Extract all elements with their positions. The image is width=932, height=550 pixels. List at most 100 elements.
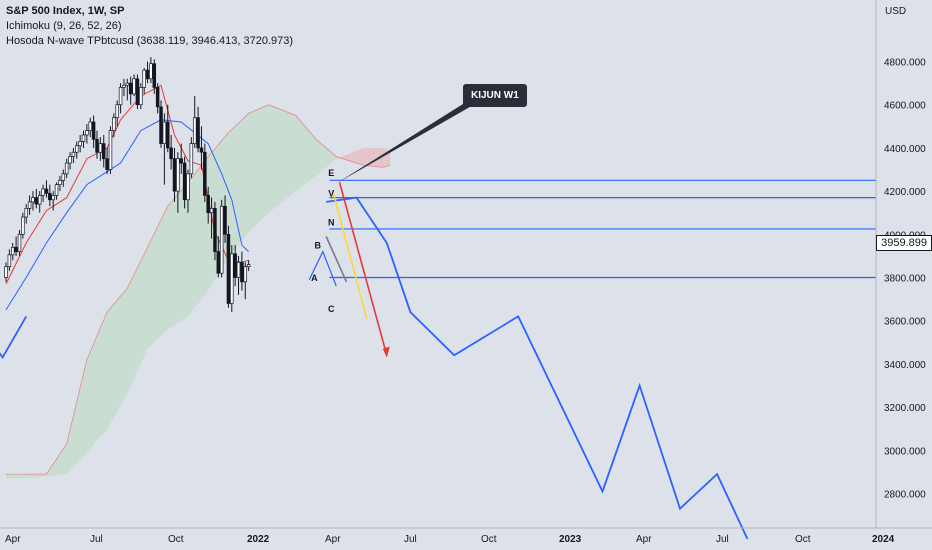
x-tick-label: Jul	[716, 534, 729, 545]
candle-body	[233, 253, 237, 278]
candle	[213, 201, 217, 261]
candle-body	[85, 130, 89, 136]
x-tick-label: Apr	[636, 534, 652, 545]
horizontal-levels[interactable]	[329, 179, 876, 279]
n-wave-lines[interactable]: E V N B A C	[0, 168, 749, 540]
candle-body	[31, 197, 35, 203]
candle-body	[172, 158, 177, 192]
candle-body	[152, 63, 157, 88]
candle-body	[213, 208, 217, 252]
candle-body	[71, 151, 76, 157]
wave-point-label: B	[314, 240, 321, 250]
candle-body	[41, 188, 45, 196]
n-wave-ecv-line	[0, 315, 27, 360]
candle-body	[243, 266, 248, 283]
candle-body	[10, 246, 15, 256]
candle-body	[75, 145, 79, 153]
candle	[192, 96, 197, 148]
candle-body	[44, 188, 49, 194]
candle	[54, 182, 59, 200]
candle-body	[209, 208, 214, 214]
candle	[78, 134, 82, 153]
candle	[166, 104, 170, 153]
candle-body	[37, 195, 42, 205]
candle-body	[81, 134, 86, 142]
x-tick-label: 2023	[559, 534, 582, 545]
candle	[112, 113, 116, 138]
candle	[169, 134, 173, 170]
x-tick-label: Apr	[5, 534, 21, 545]
candle-body	[48, 192, 52, 201]
candle	[243, 262, 248, 300]
candle	[246, 260, 251, 272]
candle	[34, 188, 39, 209]
candle	[128, 76, 133, 105]
candle	[226, 225, 231, 308]
candle	[31, 191, 35, 211]
candle-body	[155, 87, 160, 108]
candle	[196, 106, 200, 153]
candle-body	[135, 78, 140, 106]
candle	[75, 141, 79, 159]
candle-body	[186, 173, 190, 201]
candle-body	[108, 130, 113, 170]
wave-point-label: V	[328, 189, 334, 199]
candle	[159, 100, 163, 148]
candle-body	[24, 208, 28, 218]
y-tick-label: 3800.000	[884, 274, 926, 285]
kijun-line	[5, 119, 249, 311]
candle-body	[162, 121, 167, 144]
candlesticks	[4, 57, 251, 313]
y-tick-label: 4600.000	[884, 101, 926, 112]
ichimoku-cloud	[6, 104, 391, 479]
candle-body	[149, 63, 153, 80]
candle	[152, 59, 157, 94]
red-arrow-head	[382, 346, 390, 358]
candle	[162, 113, 167, 185]
candle	[172, 147, 177, 202]
candle-body	[166, 121, 170, 149]
ichimoku-legend: Ichimoku (9, 26, 52, 26)	[6, 20, 122, 32]
candle	[125, 78, 130, 101]
candle-body	[226, 233, 231, 304]
candle-body	[112, 117, 116, 131]
candle-body	[78, 141, 82, 147]
x-tick-label: 2024	[872, 534, 895, 545]
callout-pointer	[336, 104, 475, 184]
candle	[209, 197, 214, 239]
candle-body	[145, 69, 150, 80]
candle-body	[98, 143, 103, 153]
candle-body	[159, 106, 163, 144]
candle-body	[132, 78, 136, 95]
candle-body	[139, 87, 143, 106]
candle	[58, 176, 62, 192]
candle	[223, 195, 227, 243]
wave-point-label: N	[328, 218, 335, 228]
candle	[4, 262, 8, 282]
nwave-legend: Hosoda N-wave TPbtcusd (3638.119, 3946.4…	[6, 35, 294, 47]
candle-body	[51, 195, 55, 201]
kijun-callout[interactable]: KIJUN W1	[463, 84, 527, 107]
candle	[81, 130, 86, 148]
candle	[7, 249, 12, 272]
y-tick-label: 3000.000	[884, 446, 926, 457]
candle	[91, 115, 96, 148]
candle-body	[14, 246, 18, 252]
candle-body	[192, 117, 197, 144]
candle-body	[169, 147, 173, 160]
candle	[233, 245, 237, 287]
candle	[108, 126, 113, 174]
candle	[17, 230, 22, 256]
candle-body	[176, 158, 180, 192]
candle-body	[7, 254, 12, 268]
candle	[98, 137, 103, 161]
candle	[88, 117, 92, 138]
y-tick-label: 4200.000	[884, 187, 926, 198]
candle	[155, 83, 160, 114]
candle-body	[182, 162, 187, 201]
candle	[142, 68, 146, 94]
x-tick-label: Jul	[404, 534, 417, 545]
